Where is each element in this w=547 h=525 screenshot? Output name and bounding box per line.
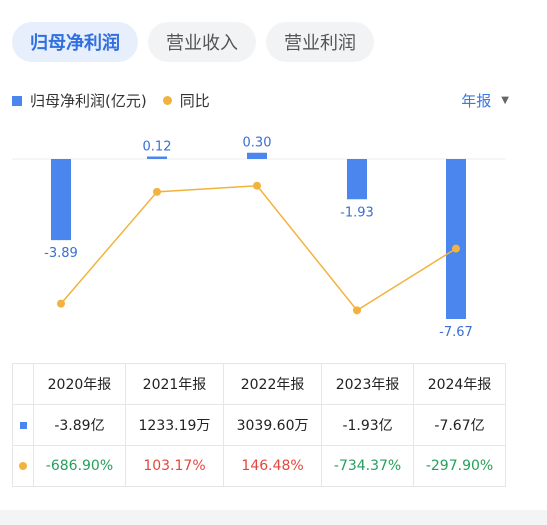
table-header-cell: 2020年报: [33, 363, 126, 405]
bar-value-label: -1.93: [340, 205, 374, 220]
data-table: 2020年报 2021年报 2022年报 2023年报 2024年报 -3.89…: [12, 363, 506, 487]
table-cell: 1233.19万: [124, 404, 225, 446]
bar-value-label: 0.30: [243, 136, 272, 151]
chevron-down-icon: ▼: [501, 95, 509, 106]
metric-tabs: 归母净利润 营业收入 营业利润: [12, 22, 374, 62]
table-header-cell: 2022年报: [223, 363, 323, 405]
yoy-row-icon: [12, 445, 34, 487]
bar-value-label: 0.12: [143, 139, 172, 154]
yoy-point: [452, 244, 460, 253]
period-dropdown[interactable]: 年报 ▼: [461, 90, 509, 111]
tab-net-profit[interactable]: 归母净利润: [12, 22, 138, 62]
profit-bar: [347, 159, 367, 200]
chart-legend: 归母净利润(亿元) 同比: [12, 90, 210, 111]
table-row-profit: -3.89亿 1233.19万 3039.60万 -1.93亿 -7.67亿: [12, 404, 506, 446]
profit-row-icon: [12, 404, 34, 446]
yoy-point: [253, 181, 261, 190]
table-cell: -734.37%: [321, 445, 415, 487]
table-header-cell: 2021年报: [124, 363, 225, 405]
table-header-cell: 2024年报: [413, 363, 506, 405]
table-row-yoy: -686.90% 103.17% 146.48% -734.37% -297.9…: [12, 445, 506, 487]
bottom-divider: [0, 510, 547, 525]
profit-bar: [147, 156, 167, 159]
yoy-line: [60, 184, 457, 312]
line-legend-swatch: [162, 96, 172, 105]
table-cell: -7.67亿: [413, 404, 506, 446]
table-cell: -297.90%: [413, 445, 506, 487]
table-cell: -1.93亿: [321, 404, 415, 446]
profit-chart: -3.89 0.12 0.30 -1.93 -7.67: [12, 136, 506, 340]
table-cell: 103.17%: [124, 445, 225, 487]
profit-bar: [446, 159, 466, 319]
yoy-point: [57, 299, 65, 308]
bar-value-label: -7.67: [439, 325, 473, 340]
period-label: 年报: [461, 92, 492, 110]
bar-legend-swatch: [12, 95, 22, 106]
yoy-point: [353, 306, 361, 315]
bar-value-label: -3.89: [44, 246, 78, 261]
tab-operating-profit[interactable]: 营业利润: [266, 22, 374, 62]
table-header-cell: 2023年报: [321, 363, 415, 405]
tab-revenue[interactable]: 营业收入: [148, 22, 256, 62]
profit-bar: [247, 152, 267, 159]
table-cell: -3.89亿: [33, 404, 126, 446]
yoy-point: [153, 187, 161, 196]
legend-series2-label: 同比: [179, 92, 210, 110]
table-cell: -686.90%: [33, 445, 126, 487]
table-cell: 3039.60万: [223, 404, 323, 446]
table-cell: 146.48%: [223, 445, 323, 487]
legend-series1-label: 归母净利润(亿元): [30, 92, 147, 110]
table-header-row: 2020年报 2021年报 2022年报 2023年报 2024年报: [12, 363, 506, 405]
table-corner: [12, 363, 34, 405]
profit-bar: [51, 159, 71, 241]
